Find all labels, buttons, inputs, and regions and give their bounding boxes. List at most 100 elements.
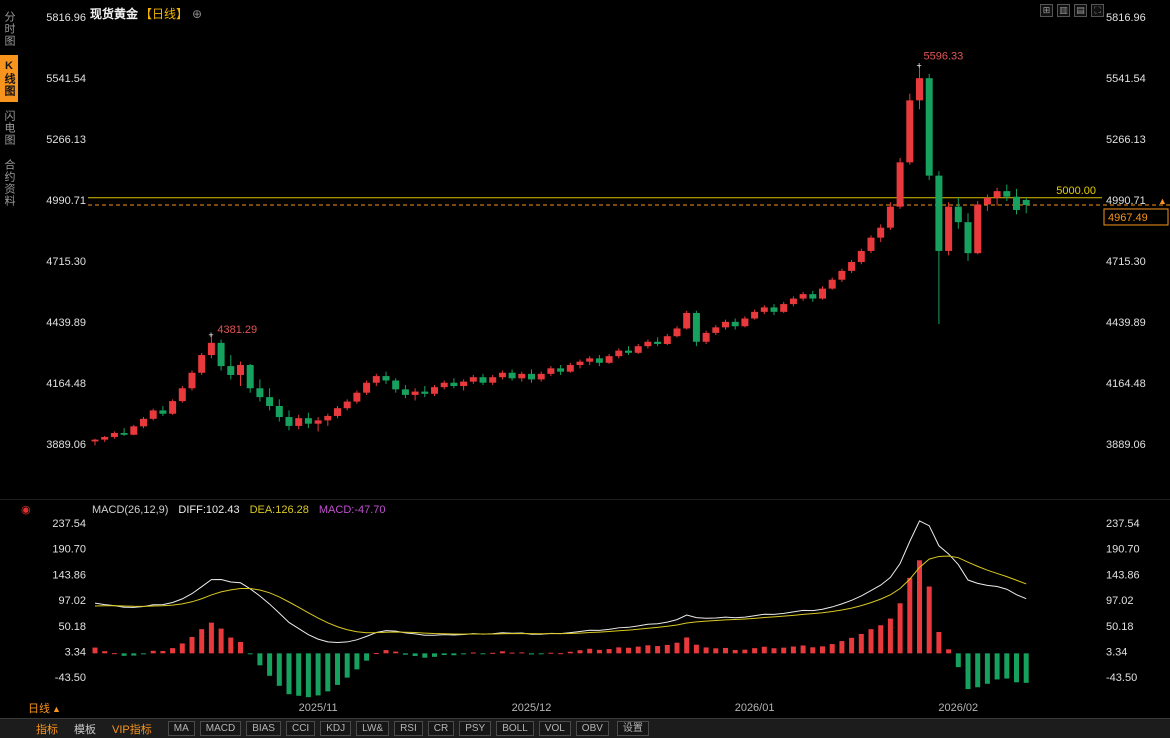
candle bbox=[363, 382, 371, 393]
candle bbox=[857, 250, 865, 263]
macd-bar bbox=[199, 629, 205, 654]
indicator-button-macd[interactable]: MACD bbox=[199, 721, 242, 736]
fullscreen-icon[interactable]: ⛶ bbox=[1091, 4, 1104, 17]
macd-bar bbox=[499, 651, 505, 654]
macd-bar bbox=[247, 653, 253, 655]
toolbar-tab-2[interactable]: VIP指标 bbox=[112, 723, 152, 736]
candle bbox=[848, 262, 856, 271]
layout-columns-icon[interactable]: ▥ bbox=[1057, 4, 1070, 17]
indicator-button-lw[interactable]: LW& bbox=[356, 721, 390, 736]
toolbar-tab-1[interactable]: 模板 bbox=[74, 723, 96, 736]
macd-bar bbox=[529, 653, 534, 655]
price-axis-label-left: 5816.96 bbox=[46, 12, 86, 24]
price-axis-label-right: 5816.96 bbox=[1106, 12, 1146, 24]
macd-axis-label-left: -43.50 bbox=[55, 672, 86, 684]
indicator-button-ma[interactable]: MA bbox=[167, 721, 195, 736]
toolbar-tab-0[interactable]: 指标 bbox=[36, 723, 58, 736]
macd-bar bbox=[102, 651, 108, 654]
chart-canvas[interactable]: 5000.00 5816.96 5816.96 5541.54 5541.54 5266.… bbox=[0, 0, 1170, 718]
candle bbox=[110, 433, 118, 437]
indicator-button-kdj[interactable]: KDJ bbox=[320, 721, 352, 736]
macd-bar bbox=[829, 644, 835, 654]
macd-diff-line bbox=[94, 520, 1027, 644]
candle bbox=[886, 206, 894, 228]
sidebar-item-contract-info[interactable]: 合约资料 bbox=[3, 159, 15, 207]
candle bbox=[227, 366, 235, 375]
macd-bar bbox=[150, 650, 156, 654]
candle bbox=[760, 307, 768, 312]
candle bbox=[101, 436, 109, 440]
macd-bar bbox=[713, 648, 719, 654]
macd-bar bbox=[170, 648, 176, 654]
candle bbox=[479, 377, 487, 383]
macd-bar bbox=[703, 647, 709, 654]
candle bbox=[285, 417, 293, 426]
indicator-button-cci[interactable]: CCI bbox=[285, 721, 316, 736]
macd-bar bbox=[286, 653, 292, 695]
macd-bar bbox=[451, 653, 457, 656]
candle bbox=[169, 401, 177, 414]
macd-bar bbox=[936, 631, 942, 654]
date-axis-label: 2026/01 bbox=[735, 702, 775, 714]
candle bbox=[120, 433, 128, 435]
macd-dea-line bbox=[94, 555, 1027, 635]
macd-bar bbox=[422, 653, 428, 658]
candle bbox=[537, 373, 545, 380]
macd-bar bbox=[655, 646, 661, 654]
macd-bar bbox=[267, 653, 273, 676]
indicator-button-vol[interactable]: VOL bbox=[538, 721, 571, 736]
candle bbox=[566, 365, 574, 372]
sidebar-item-flash[interactable]: 闪电图 bbox=[3, 110, 15, 146]
layout-rows-icon[interactable]: ▤ bbox=[1074, 4, 1087, 17]
add-indicator-icon[interactable]: ⊕ bbox=[192, 7, 203, 21]
macd-bar bbox=[548, 652, 554, 654]
macd-bar bbox=[160, 651, 166, 654]
layout-grid-icon[interactable]: ⊞ bbox=[1040, 4, 1053, 17]
indicator-button-rsi[interactable]: RSI bbox=[394, 721, 423, 736]
indicator-button-cr[interactable]: CR bbox=[427, 721, 455, 736]
indicator-button-obv[interactable]: OBV bbox=[575, 721, 609, 736]
candle bbox=[295, 418, 303, 426]
macd-params[interactable]: MACD(26,12,9) bbox=[92, 504, 169, 516]
candle bbox=[518, 373, 526, 379]
candle bbox=[586, 358, 594, 362]
macd-bar bbox=[141, 653, 146, 655]
macd-bar bbox=[664, 644, 670, 654]
candle bbox=[440, 382, 448, 388]
macd-bar bbox=[208, 622, 214, 654]
candle bbox=[954, 206, 962, 223]
candle bbox=[983, 197, 991, 205]
macd-bar bbox=[179, 643, 185, 654]
settings-button[interactable]: 设置 bbox=[616, 721, 649, 736]
period-selector[interactable]: 日线 ▲ bbox=[28, 700, 61, 716]
macd-bar bbox=[1004, 653, 1010, 679]
macd-bar bbox=[635, 646, 641, 654]
price-axis-label-right: 3889.06 bbox=[1106, 439, 1146, 451]
indicator-pane-marker-icon[interactable]: ◉ bbox=[21, 504, 31, 516]
sidebar-item-timeline[interactable]: 分时图 bbox=[3, 11, 15, 47]
candle bbox=[421, 391, 429, 394]
price-axis-label-left: 5541.54 bbox=[46, 73, 86, 85]
macd-bar bbox=[257, 653, 263, 666]
macd-bar bbox=[907, 577, 913, 654]
macd-bar bbox=[412, 653, 418, 656]
price-axis-label-right: 5541.54 bbox=[1106, 73, 1146, 85]
indicator-button-bias[interactable]: BIAS bbox=[246, 721, 281, 736]
macd-bar bbox=[92, 647, 98, 654]
macd-bar bbox=[354, 653, 360, 670]
candle bbox=[683, 312, 691, 329]
indicator-button-psy[interactable]: PSY bbox=[459, 721, 492, 736]
indicator-buttons: MA MACD BIAS CCI KDJ LW& RSI CR PSY BOLL VOL OBV bbox=[167, 721, 609, 736]
candle bbox=[469, 377, 477, 382]
macd-bar bbox=[955, 653, 961, 668]
candle bbox=[1003, 191, 1011, 197]
macd-axis-label-right: 50.18 bbox=[1106, 621, 1134, 633]
sidebar-item-kline[interactable]: K线图 bbox=[0, 55, 18, 102]
high-marker-icon: + bbox=[917, 61, 922, 71]
macd-bar bbox=[490, 652, 496, 654]
candle bbox=[625, 350, 632, 353]
macd-bar bbox=[315, 653, 321, 696]
candle bbox=[663, 336, 671, 344]
high-price-label: 5596.33 bbox=[924, 51, 964, 63]
indicator-button-boll[interactable]: BOLL bbox=[496, 721, 534, 736]
